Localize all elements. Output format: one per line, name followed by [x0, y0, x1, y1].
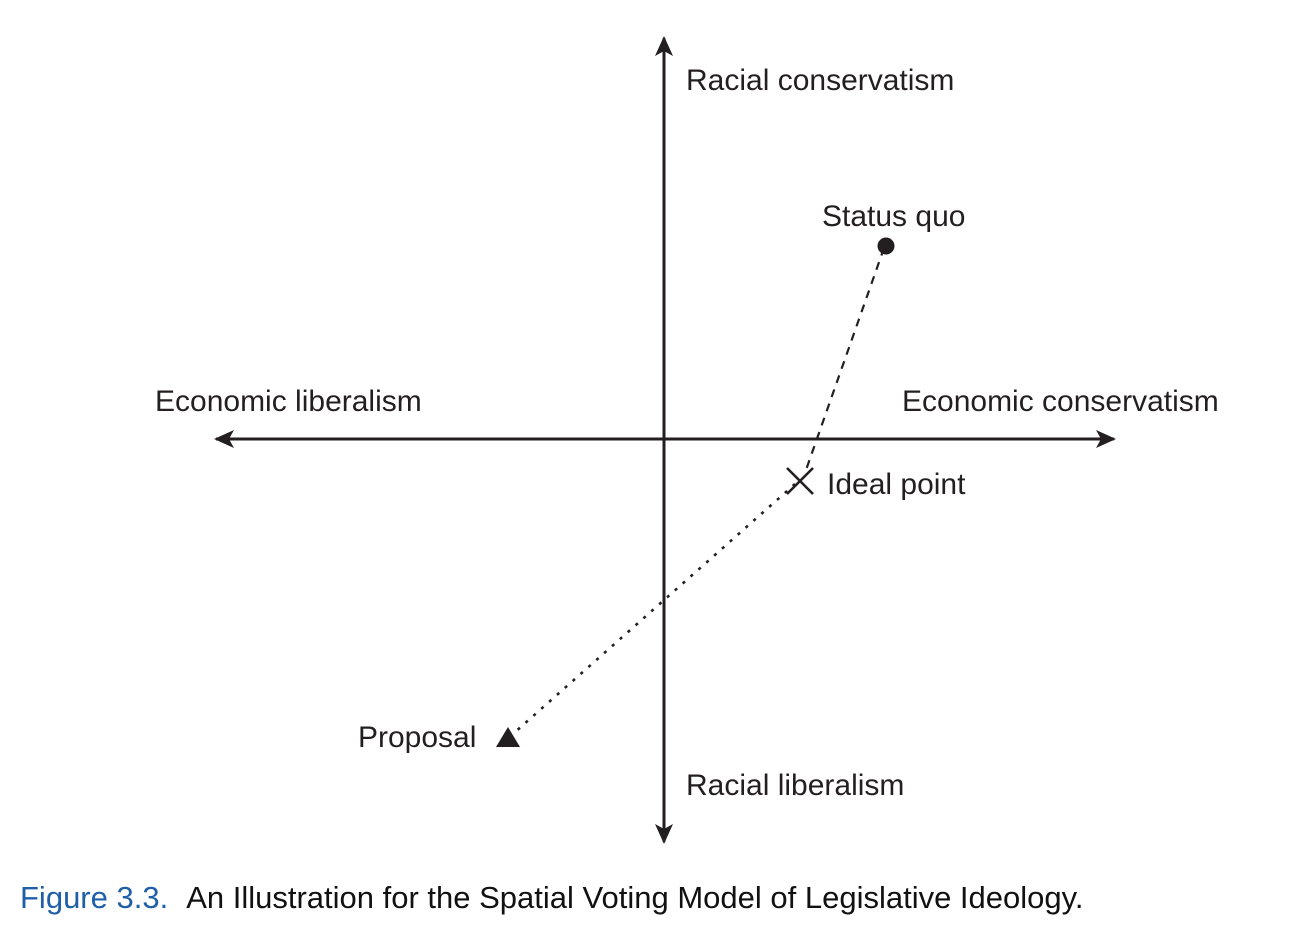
figure-caption: Figure 3.3. An Illustration for the Spati… — [20, 880, 1083, 916]
spatial-voting-diagram: Racial conservatism Racial liberalism Ec… — [155, 36, 1219, 844]
status-quo-to-ideal-dashed-line — [804, 247, 886, 471]
axis-label-economic-conservatism: Economic conservatism — [902, 385, 1219, 418]
point-label-status-quo: Status quo — [822, 200, 965, 233]
axis-label-economic-liberalism: Economic liberalism — [155, 385, 422, 418]
figure-number: Figure 3.3. — [20, 880, 169, 915]
status-quo-dot-marker — [877, 237, 895, 255]
ideal-point-x-marker — [786, 467, 814, 495]
proposal-triangle-marker — [496, 727, 520, 747]
point-label-ideal-point: Ideal point — [827, 468, 966, 501]
figure-caption-text: An Illustration for the Spatial Voting M… — [186, 880, 1084, 915]
axis-label-racial-liberalism: Racial liberalism — [686, 769, 904, 802]
axis-label-racial-conservatism: Racial conservatism — [686, 64, 954, 97]
ideal-to-proposal-dotted-line — [513, 483, 796, 734]
point-label-proposal: Proposal — [358, 721, 476, 754]
